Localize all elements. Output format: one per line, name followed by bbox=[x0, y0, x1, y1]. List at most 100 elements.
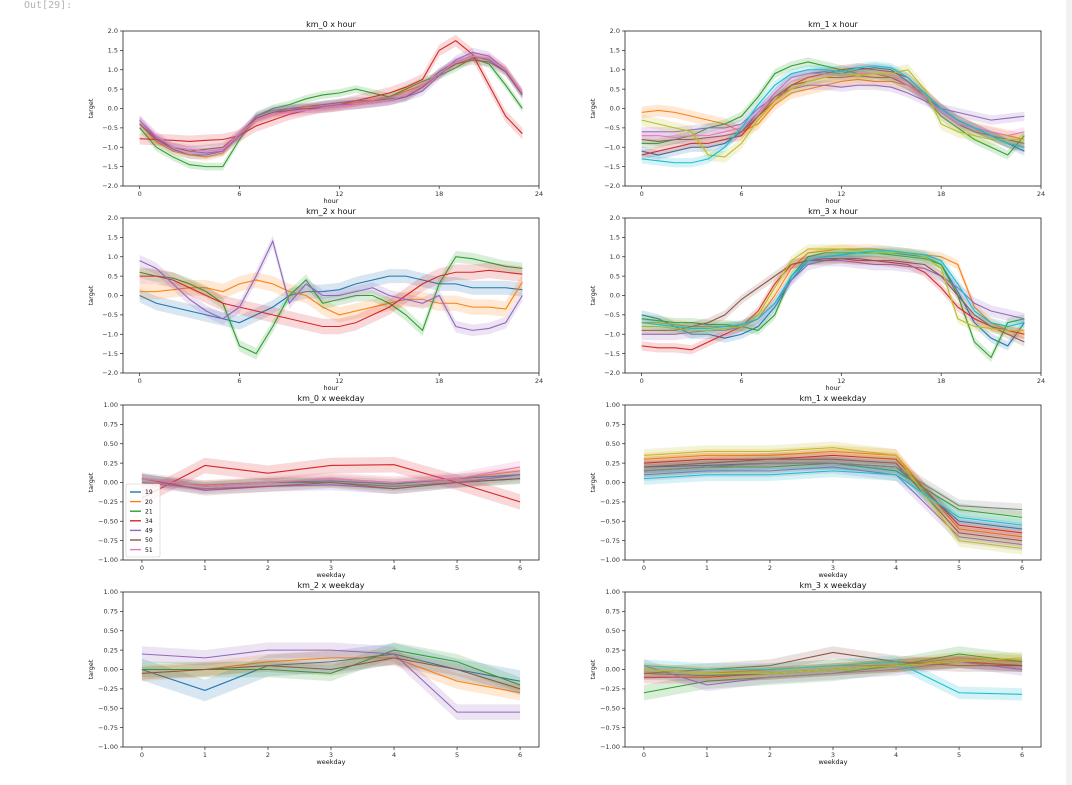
y-tick-label: 0.00 bbox=[104, 666, 118, 674]
y-tick-label: −2.0 bbox=[604, 182, 620, 190]
legend-label: 19 bbox=[145, 489, 153, 496]
y-tick-label: 1.00 bbox=[606, 588, 620, 596]
y-tick-label: −1.5 bbox=[102, 350, 118, 358]
x-tick-label: 3 bbox=[329, 564, 333, 572]
series-band-b bbox=[141, 650, 521, 701]
series-line-50 bbox=[141, 478, 521, 491]
x-tick-label: 5 bbox=[455, 564, 459, 572]
legend-label: 50 bbox=[145, 537, 153, 544]
cell-output-prompt: Out[29]: bbox=[24, 0, 73, 11]
series-band-34 bbox=[139, 34, 523, 148]
y-tick-label: 1.5 bbox=[108, 47, 118, 55]
x-tick-label: 6 bbox=[1020, 564, 1024, 572]
legend-label: 34 bbox=[145, 518, 153, 525]
y-tick-label: −0.25 bbox=[98, 498, 118, 506]
series-line-e bbox=[139, 239, 523, 331]
series-band-d bbox=[641, 63, 1025, 160]
y-tick-label: −1.0 bbox=[102, 143, 118, 151]
y-tick-label: 1.00 bbox=[606, 401, 620, 409]
y-tick-label: 1.0 bbox=[610, 66, 620, 74]
series-line-c bbox=[641, 61, 1025, 156]
y-tick-label: 0.5 bbox=[108, 85, 118, 93]
y-tick-label: 0.50 bbox=[104, 440, 118, 448]
y-tick-label: −0.75 bbox=[600, 724, 620, 732]
series-line-i bbox=[641, 65, 1025, 164]
chart-panel-1: −2.0 −1.5 −1.0 −0.5 0.0 0.5 1.0 1.5 2.0 0 6 12 18 24 k… bbox=[589, 20, 1045, 205]
y-tick-label: 0.00 bbox=[606, 479, 620, 487]
y-tick-label: −0.50 bbox=[600, 704, 620, 712]
series-line-b bbox=[139, 279, 523, 316]
y-tick-label: 0.75 bbox=[104, 421, 118, 429]
series-band-h bbox=[643, 651, 1023, 680]
y-tick-label: −0.75 bbox=[98, 537, 118, 545]
series-line-b bbox=[641, 248, 1025, 335]
y-axis-label: target bbox=[87, 472, 95, 492]
y-tick-label: 2.0 bbox=[108, 214, 118, 222]
series-line-h bbox=[641, 250, 1025, 329]
y-tick-label: 0.00 bbox=[104, 479, 118, 487]
series-line-51 bbox=[141, 466, 521, 487]
series-band-c bbox=[641, 248, 1025, 363]
series-band-g bbox=[641, 68, 1025, 143]
x-tick-label: 4 bbox=[392, 751, 396, 759]
y-tick-label: 0.25 bbox=[606, 646, 620, 654]
y-tick-label: 1.00 bbox=[104, 588, 118, 596]
series-band-c bbox=[141, 642, 521, 693]
series-band-h bbox=[641, 246, 1025, 334]
y-tick-label: −0.75 bbox=[98, 724, 118, 732]
chart-panel-7: −1.00 −0.75 −0.50 −0.25 0.00 0.25 0.50 0.75 1.00… bbox=[589, 581, 1042, 766]
y-tick-label: −1.00 bbox=[600, 743, 620, 751]
y-tick-label: −0.5 bbox=[604, 124, 620, 132]
x-tick-label: 24 bbox=[1037, 190, 1045, 198]
x-tick-label: 18 bbox=[435, 377, 443, 385]
x-tick-label: 0 bbox=[138, 377, 142, 385]
legend-label: 51 bbox=[145, 547, 153, 554]
y-axis-label: target bbox=[589, 659, 597, 679]
y-tick-label: 0.25 bbox=[104, 459, 118, 467]
series-line-h bbox=[643, 447, 1023, 549]
y-axis-label: target bbox=[589, 285, 597, 305]
chart-panel-0: −2.0 −1.5 −1.0 −0.5 0.0 0.5 1.0 1.5 2.0 0 6 12 18 24 k… bbox=[87, 20, 543, 205]
x-axis-label: hour bbox=[324, 197, 339, 205]
series-line-d bbox=[139, 269, 523, 328]
y-axis-label: target bbox=[589, 98, 597, 118]
scrollbar[interactable] bbox=[1066, 0, 1072, 785]
legend-label: 49 bbox=[145, 528, 153, 535]
series-line-d bbox=[643, 454, 1023, 534]
y-tick-label: −0.75 bbox=[600, 537, 620, 545]
y-tick-label: −0.50 bbox=[98, 704, 118, 712]
series-band-e bbox=[643, 460, 1023, 551]
series-band-a bbox=[641, 63, 1025, 160]
x-axis-label: weekday bbox=[316, 571, 345, 579]
x-tick-label: 18 bbox=[937, 190, 945, 198]
series-line-g bbox=[643, 462, 1023, 511]
y-tick-label: −0.5 bbox=[604, 311, 620, 319]
y-tick-label: 0.5 bbox=[108, 272, 118, 280]
series-band-b bbox=[643, 445, 1023, 543]
x-tick-label: 24 bbox=[1037, 377, 1045, 385]
y-tick-label: 1.5 bbox=[108, 234, 118, 242]
series-line-e bbox=[643, 466, 1023, 546]
x-tick-label: 3 bbox=[831, 751, 835, 759]
y-tick-label: 0.75 bbox=[606, 608, 620, 616]
y-tick-label: 0.5 bbox=[610, 272, 620, 280]
y-tick-label: −1.00 bbox=[98, 743, 118, 751]
series-band-f bbox=[643, 646, 1023, 680]
y-tick-label: −0.25 bbox=[98, 685, 118, 693]
x-axis-label: weekday bbox=[316, 758, 345, 766]
series-line-49 bbox=[139, 51, 523, 154]
x-axis-label: weekday bbox=[818, 758, 847, 766]
x-tick-label: 18 bbox=[435, 190, 443, 198]
x-tick-label: 6 bbox=[518, 564, 522, 572]
x-tick-label: 6 bbox=[1020, 751, 1024, 759]
x-tick-label: 0 bbox=[642, 564, 646, 572]
series-band-49 bbox=[139, 47, 523, 158]
series-line-f bbox=[643, 458, 1023, 542]
series-line-e bbox=[641, 84, 1025, 133]
legend-label: 21 bbox=[145, 508, 153, 515]
series-band-e bbox=[641, 80, 1025, 137]
chart-panel-2: −2.0 −1.5 −1.0 −0.5 0.0 0.5 1.0 1.5 2.0 0 6 12 18 24 k… bbox=[87, 207, 543, 392]
x-tick-label: 6 bbox=[739, 190, 743, 198]
series-line-d bbox=[141, 649, 521, 713]
